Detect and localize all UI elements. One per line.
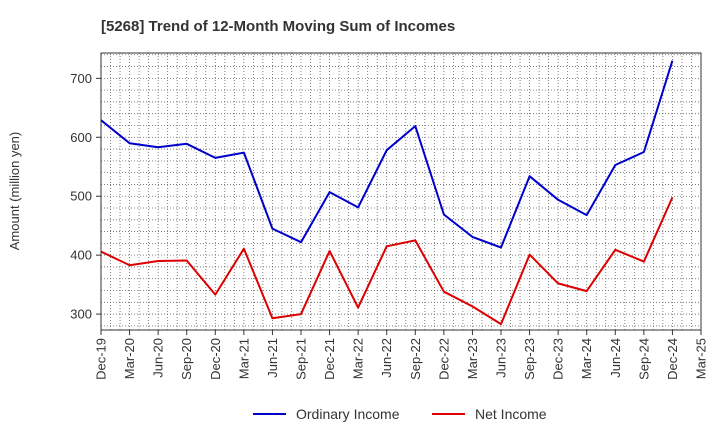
y-tick-label: 700 <box>70 71 92 86</box>
x-tick-label: Dec-19 <box>94 338 109 380</box>
series-lines <box>100 60 674 326</box>
x-tick-label: Mar-22 <box>351 338 366 379</box>
legend-label: Net Income <box>475 406 547 422</box>
series-line <box>100 60 674 249</box>
legend-label: Ordinary Income <box>296 406 400 422</box>
x-tick-label: Dec-24 <box>665 338 680 380</box>
x-tick-label: Dec-21 <box>322 338 337 380</box>
x-tick-label: Dec-22 <box>436 338 451 380</box>
x-tick-label: Mar-23 <box>465 338 480 379</box>
x-tick-label: Jun-22 <box>379 338 394 378</box>
y-tick-label: 600 <box>70 130 92 145</box>
x-tick-label: Jun-24 <box>608 338 623 378</box>
x-tick-label: Dec-23 <box>551 338 566 380</box>
x-tick-label: Dec-20 <box>208 338 223 380</box>
y-axis-label: Amount (million yen) <box>7 132 22 251</box>
x-tick-label: Mar-21 <box>236 338 251 379</box>
x-tick-label: Sep-24 <box>636 338 651 380</box>
x-tick-label: Jun-21 <box>265 338 280 378</box>
x-tick-label: Mar-25 <box>694 338 709 379</box>
x-tick-label: Jun-20 <box>151 338 166 378</box>
legend: Ordinary Income Net Income <box>253 406 547 422</box>
x-tick-label: Sep-20 <box>179 338 194 380</box>
x-tick-label: Sep-22 <box>408 338 423 380</box>
x-tick-label: Jun-23 <box>494 338 509 378</box>
x-tick-label: Sep-23 <box>522 338 537 380</box>
series-line <box>100 196 674 326</box>
y-tick-label: 500 <box>70 189 92 204</box>
plot-frame <box>100 52 702 331</box>
x-tick-label: Sep-21 <box>294 338 309 380</box>
x-tick-label: Mar-20 <box>122 338 137 379</box>
y-tick-label: 300 <box>70 307 92 322</box>
grid-lines <box>100 53 702 330</box>
y-tick-label: 400 <box>70 248 92 263</box>
x-tick-label: Mar-24 <box>579 338 594 379</box>
chart-title: [5268] Trend of 12-Month Moving Sum of I… <box>101 18 455 35</box>
axes: 300 400 500 600 700 Dec-19 Mar-20 Jun-20 Sep-20 D… <box>70 52 709 380</box>
